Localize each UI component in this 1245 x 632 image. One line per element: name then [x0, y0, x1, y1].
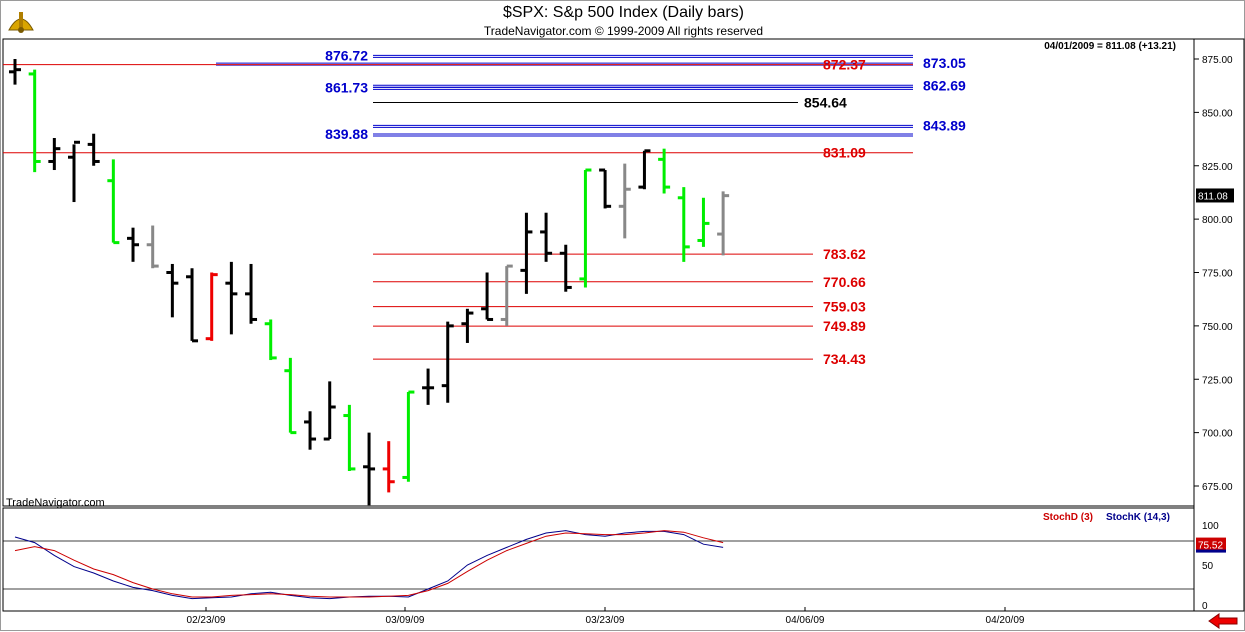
y-tick-label: 750.00 — [1202, 322, 1233, 333]
stochk-legend: StochK (14,3) — [1106, 512, 1170, 523]
level-label: 876.72 — [325, 47, 368, 63]
y-tick-label: 825.00 — [1202, 162, 1233, 173]
ohlc-bar — [481, 272, 494, 321]
ohlc-bar — [107, 159, 120, 245]
ohlc-bar — [166, 263, 179, 318]
level-label: 862.69 — [923, 77, 966, 93]
ohlc-bar — [382, 441, 395, 493]
chart-title: $SPX: S&p 500 Index (Daily bars) — [502, 4, 744, 21]
ohlc-bar — [402, 390, 415, 482]
level-label: 783.62 — [823, 246, 866, 262]
y-tick-label: 775.00 — [1202, 269, 1233, 280]
y-tick-label: 700.00 — [1202, 429, 1233, 440]
stoch-tick-label: 0 — [1202, 601, 1208, 612]
ohlc-bar — [363, 432, 376, 506]
stochd-legend: StochD (3) — [1043, 512, 1093, 523]
last-price-box — [1196, 188, 1234, 203]
level-label: 831.09 — [823, 145, 866, 161]
stochk-value-strip — [1196, 549, 1226, 553]
ohlc-bar — [343, 404, 356, 472]
ohlc-bar — [225, 261, 238, 335]
level-label: 749.89 — [823, 318, 866, 334]
ohlc-bar — [205, 272, 218, 341]
ohlc-bar — [68, 140, 81, 203]
ohlc-bar — [28, 69, 41, 173]
stochk-line — [14, 530, 724, 600]
y-tick-label: 675.00 — [1202, 482, 1233, 493]
ohlc-bar — [264, 319, 277, 361]
level-label: 759.03 — [823, 299, 866, 315]
ohlc-bar — [677, 187, 690, 262]
sextant-icon — [8, 12, 34, 33]
ohlc-bar — [284, 357, 297, 435]
price-panel-frame — [2, 38, 1195, 507]
ohlc-bar — [186, 268, 199, 343]
arrow-left-icon[interactable] — [1207, 613, 1239, 629]
level-label: 861.73 — [325, 79, 368, 95]
level-label: 854.64 — [804, 94, 847, 110]
stoch-tick-label: 100 — [1202, 521, 1219, 532]
y-tick-label: 725.00 — [1202, 375, 1233, 386]
y-tick-label: 800.00 — [1202, 215, 1233, 226]
ohlc-bar — [520, 212, 533, 294]
stoch-value-label: 75.52 — [1198, 541, 1223, 552]
ohlc-bar — [422, 368, 435, 405]
x-tick-label: 03/23/09 — [586, 615, 625, 626]
x-tick-label: 03/09/09 — [386, 615, 425, 626]
ohlc-bar — [304, 411, 317, 450]
level-label: 770.66 — [823, 274, 866, 290]
ohlc-bar — [323, 381, 336, 441]
ohlc-bar — [579, 168, 592, 288]
y-axis-panel — [1193, 38, 1245, 612]
ohlc-bar — [697, 197, 710, 247]
ohlc-bar — [559, 244, 572, 292]
ohlc-bar — [599, 168, 612, 209]
x-tick-label: 04/06/09 — [786, 615, 825, 626]
ohlc-bar — [618, 163, 631, 239]
level-label: 873.05 — [923, 55, 966, 71]
ohlc-bar — [48, 137, 61, 171]
ohlc-bar — [441, 321, 454, 403]
ohlc-bar — [717, 191, 730, 256]
x-tick-label: 04/20/09 — [986, 615, 1025, 626]
x-tick-label: 02/23/09 — [187, 615, 226, 626]
ohlc-bar — [127, 227, 140, 262]
ohlc-bar — [500, 264, 513, 326]
level-label: 734.43 — [823, 351, 866, 367]
level-label: 843.89 — [923, 117, 966, 133]
y-tick-label: 850.00 — [1202, 108, 1233, 119]
ohlc-bar — [245, 263, 258, 324]
ohlc-bar — [658, 148, 671, 194]
ohlc-bar — [461, 308, 474, 343]
y-tick-label: 875.00 — [1202, 55, 1233, 66]
stoch-tick-label: 50 — [1202, 561, 1214, 572]
last-price-label: 811.08 — [1198, 191, 1228, 202]
stoch-value-box — [1196, 537, 1226, 552]
stochd-line — [14, 530, 724, 598]
ohlc-bar — [9, 59, 21, 85]
ohlc-bar — [146, 225, 159, 269]
ohlc-bar — [638, 149, 651, 190]
ohlc-bar — [540, 212, 553, 262]
ohlc-bar — [87, 133, 100, 166]
level-label: 839.88 — [325, 126, 368, 142]
level-label: 872.37 — [823, 57, 866, 73]
chart-subtitle: TradeNavigator.com © 1999-2009 All right… — [483, 24, 764, 38]
watermark-text: TradeNavigator.com — [6, 497, 105, 509]
last-price-status: 04/01/2009 = 811.08 (+13.21) — [1044, 41, 1176, 52]
